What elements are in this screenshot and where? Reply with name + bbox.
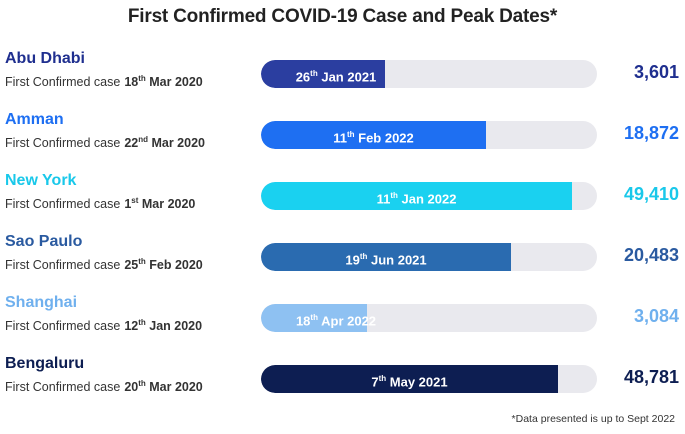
peak-date-label: 19th Jun 2021 — [345, 252, 427, 268]
ordinal-suffix: st — [131, 196, 139, 205]
case-count: 48,781 — [623, 367, 679, 387]
bar-fill — [261, 60, 385, 88]
bar-track: 11th Feb 2022 — [261, 121, 597, 149]
first-case-line: First Confirmed case 25th Feb 2020 — [5, 257, 203, 272]
city-name: Bengaluru — [5, 355, 85, 372]
bar-fill — [261, 304, 367, 332]
bar-row: Bengaluru First Confirmed case 20th Mar 20… — [0, 355, 685, 415]
first-case-label: First Confirmed case — [5, 136, 121, 151]
ordinal-suffix: th — [138, 318, 146, 327]
bar-track: 26th Jan 2021 — [261, 60, 597, 88]
ordinal-suffix: th — [390, 191, 398, 200]
footnote: *Data presented is up to Sept 2022 — [511, 413, 675, 425]
first-case-line: First Confirmed case 20th Mar 2020 — [5, 379, 203, 394]
ordinal-suffix: th — [346, 130, 355, 139]
bar-fill — [261, 121, 486, 149]
first-case-line: First Confirmed case 12th Jan 2020 — [5, 318, 202, 333]
case-count: 20,483 — [623, 245, 679, 265]
ordinal-suffix: th — [138, 74, 146, 83]
ordinal-suffix: th — [138, 379, 146, 388]
bar-track: 7th May 2021 — [261, 365, 597, 393]
bar-row: Amman First Confirmed case 22nd Mar 2020 11… — [0, 111, 685, 171]
ordinal-suffix: th — [138, 257, 146, 266]
first-case-label: First Confirmed case — [5, 319, 121, 334]
peak-date-label: 26th Jan 2021 — [295, 69, 377, 85]
bar-row: Shanghai First Confirmed case 12th Jan 202… — [0, 294, 685, 354]
first-case-label: First Confirmed case — [5, 75, 121, 90]
bar-fill — [261, 365, 558, 393]
case-count: 49,410 — [623, 184, 679, 204]
bar-row: New York First Confirmed case 1st Mar 2020… — [0, 172, 685, 232]
case-count: 3,084 — [633, 306, 679, 326]
ordinal-suffix: nd — [138, 135, 148, 144]
peak-date-label: 18th Apr 2022 — [295, 313, 377, 329]
ordinal-suffix: th — [310, 313, 318, 322]
peak-date-label: 11th Jan 2022 — [376, 191, 457, 207]
case-count: 18,872 — [623, 123, 679, 143]
first-case-label: First Confirmed case — [5, 380, 121, 395]
ordinal-suffix: th — [359, 252, 368, 261]
bar-row: Abu Dhabi First Confirmed case 18th Mar 20… — [0, 50, 685, 110]
case-count: 3,601 — [633, 62, 679, 82]
first-case-line: First Confirmed case 1st Mar 2020 — [5, 196, 195, 211]
chart-title: First Confirmed COVID-19 Case and Peak D… — [127, 6, 558, 27]
ordinal-suffix: th — [310, 69, 318, 78]
bar-track: 18th Apr 2022 — [261, 304, 597, 332]
city-name: New York — [5, 172, 77, 189]
first-case-line: First Confirmed case 18th Mar 2020 — [5, 74, 203, 89]
first-case-line: First Confirmed case 22nd Mar 2020 — [5, 135, 205, 150]
peak-date-label: 7th May 2021 — [371, 374, 448, 390]
first-case-date: 18th Mar 2020 — [124, 74, 203, 90]
first-case-date: 25th Feb 2020 — [124, 257, 203, 273]
bar-fill — [261, 243, 511, 271]
first-case-label: First Confirmed case — [5, 258, 121, 273]
first-case-label: First Confirmed case — [5, 197, 121, 212]
bar-track: 19th Jun 2021 — [261, 243, 597, 271]
first-case-date: 20th Mar 2020 — [124, 379, 203, 395]
ordinal-suffix: th — [378, 374, 387, 383]
bar-row: Sao Paulo First Confirmed case 25th Feb 20… — [0, 233, 685, 293]
peak-date-label: 11th Feb 2022 — [333, 130, 414, 146]
city-name: Shanghai — [5, 294, 78, 311]
city-name: Abu Dhabi — [5, 50, 85, 67]
bar-fill — [261, 182, 572, 210]
bar-track: 11th Jan 2022 — [261, 182, 597, 210]
first-case-date: 22nd Mar 2020 — [124, 135, 205, 151]
city-name: Sao Paulo — [5, 233, 83, 250]
first-case-date: 12th Jan 2020 — [124, 318, 203, 334]
first-case-date: 1st Mar 2020 — [124, 196, 196, 212]
city-name: Amman — [5, 111, 64, 128]
